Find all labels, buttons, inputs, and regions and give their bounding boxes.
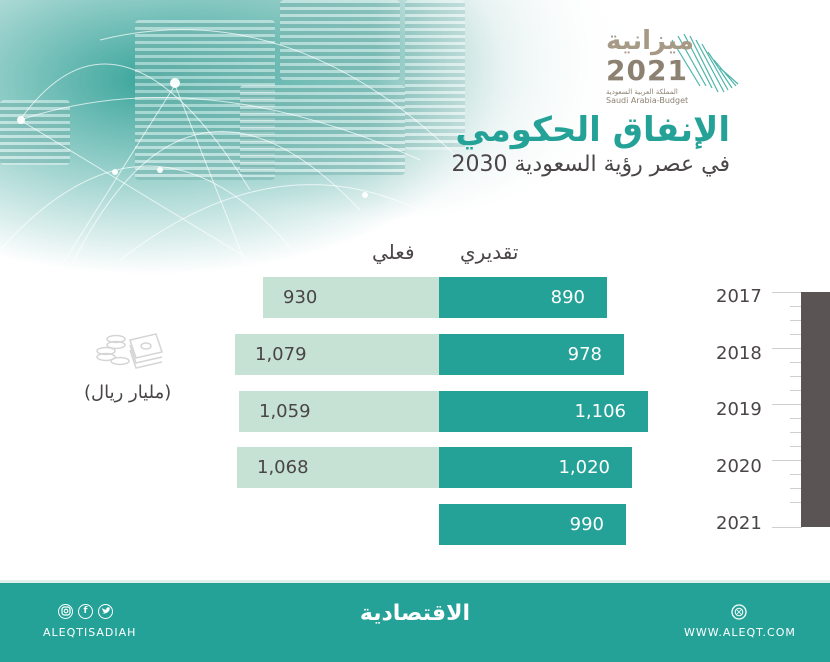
- page-subtitle: في عصر رؤية السعودية 2030: [451, 152, 730, 177]
- bar-actual-2020: 1,068: [237, 447, 439, 488]
- axis-tick-minor: [790, 376, 802, 377]
- legend-actual: فعلي: [372, 240, 415, 264]
- twitter-icon[interactable]: [98, 604, 113, 619]
- year-label-2019: 2019: [716, 399, 762, 420]
- axis-tick-minor: [790, 320, 802, 321]
- footer: [0, 583, 830, 662]
- axis-tick-major: [772, 404, 802, 405]
- bar-estimated-2021: 990: [439, 504, 626, 545]
- logo-word: ميزانية: [606, 26, 694, 56]
- chart-row-2021: 990: [0, 504, 830, 545]
- bar-estimated-2018: 978: [439, 334, 624, 375]
- year-label-2021: 2021: [716, 513, 762, 534]
- axis-tick-minor: [790, 432, 802, 433]
- money-stack-icon: [96, 333, 163, 369]
- coin-stack-image: [280, 0, 400, 80]
- axis-tick-minor: [790, 334, 802, 335]
- year-label-2020: 2020: [716, 456, 762, 477]
- website-link[interactable]: WWW.ALEQT.COM: [684, 626, 796, 639]
- axis-tick-minor: [790, 488, 802, 489]
- axis-tick-minor: [790, 362, 802, 363]
- axis-tick-major: [772, 527, 802, 528]
- facebook-icon[interactable]: f: [78, 604, 93, 619]
- axis-tick-minor: [790, 390, 802, 391]
- axis-tick-major: [772, 348, 802, 349]
- axis-tick-minor: [790, 418, 802, 419]
- bar-estimated-2019: 1,106: [439, 391, 648, 432]
- bar-estimated-2017: 890: [439, 277, 607, 318]
- legend-estimated: تقديري: [460, 240, 519, 264]
- coin-stack-image: [135, 20, 275, 180]
- coin-stack-image: [240, 85, 405, 175]
- timeline-bar: [801, 292, 830, 527]
- chart-row-2020: 1,068 1,020: [0, 447, 830, 488]
- year-label-2018: 2018: [716, 343, 762, 364]
- instagram-icon[interactable]: [58, 604, 73, 619]
- bar-actual-2018: 1,079: [235, 334, 439, 375]
- chart-row-2019: 1,059 1,106: [0, 391, 830, 432]
- social-handle[interactable]: ALEQTISADIAH: [43, 626, 137, 639]
- axis-tick-major: [772, 292, 802, 293]
- chart-row-2017: 930 890: [0, 277, 830, 318]
- logo-caption-en: Saudi Arabia-Budget: [606, 96, 689, 105]
- brand-logo: الاقتصادية: [359, 601, 470, 626]
- logo-year: 2021: [606, 54, 688, 87]
- bar-estimated-2020: 1,020: [439, 447, 632, 488]
- unit-label: (مليار ريال): [84, 382, 172, 403]
- chart-row-2018: 1,079 978: [0, 334, 830, 375]
- footer-divider: [0, 580, 830, 583]
- axis-tick-minor: [790, 502, 802, 503]
- coin-stack-image: [0, 100, 70, 165]
- year-label-2017: 2017: [716, 286, 762, 307]
- globe-icon: [731, 604, 747, 624]
- axis-tick-minor: [790, 306, 802, 307]
- axis-tick-minor: [790, 446, 802, 447]
- axis-tick-minor: [790, 474, 802, 475]
- budget-2021-logo: ميزانية 2021 المملكة العربية السعودية Sa…: [600, 26, 740, 106]
- bar-actual-2019: 1,059: [239, 391, 439, 432]
- bar-actual-2017: 930: [263, 277, 439, 318]
- axis-tick-major: [772, 460, 802, 461]
- saudi-map-icon: [671, 33, 739, 93]
- social-icons: f: [58, 604, 113, 619]
- logo-country-ar: المملكة العربية السعودية: [606, 88, 678, 96]
- page-title: الإنفاق الحكومي: [455, 110, 730, 150]
